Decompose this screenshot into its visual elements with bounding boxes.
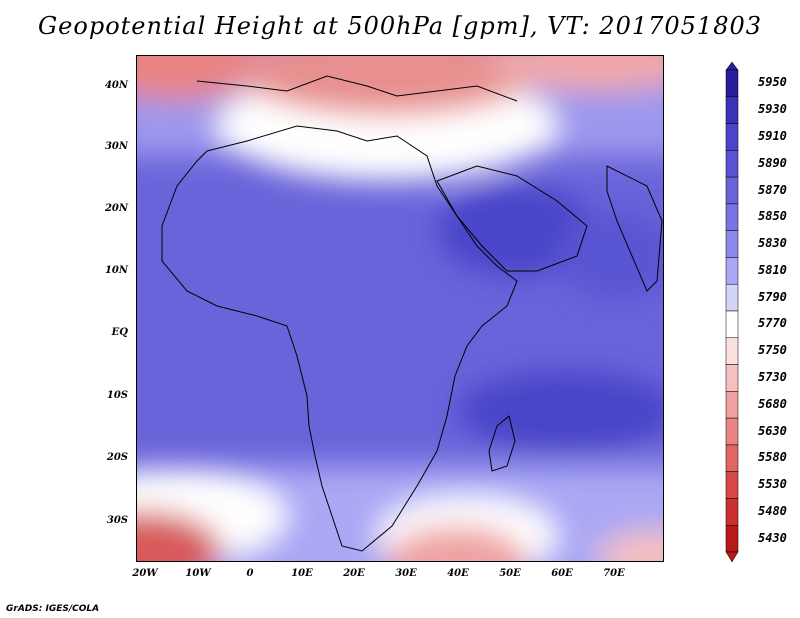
map-plot-area [136,55,664,562]
colorbar-level-label: 5910 [758,128,787,143]
colorbar-swatch [725,96,739,124]
colorbar-level-label: 5680 [758,396,787,411]
colorbar-swatches [725,61,739,563]
colorbar-swatch [725,150,739,178]
colorbar-level-label: 5730 [758,369,787,384]
lon-label-30e: 30E [395,568,417,579]
field-se-red [597,531,663,561]
colorbar-swatch [725,417,739,446]
lat-label-10n: 10N [104,265,128,276]
colorbar-level-label: 5890 [758,155,787,170]
lon-label-0: 0 [246,568,254,579]
colorbar-level-label: 5950 [758,75,787,90]
field-arabia-dark [437,186,597,276]
madagascar-coastline [488,415,516,472]
colorbar-level-label: 5870 [758,182,787,197]
africa-coastline [161,125,518,552]
lat-label-20n: 20N [104,203,128,214]
field-so-dark [457,371,663,451]
field-ne-red [487,56,663,91]
arabia-coastline [436,165,588,272]
colorbar-level-label: 5830 [758,236,787,251]
colorbar-bottom-arrow [725,551,739,563]
colorbar-swatch [725,310,739,339]
map-title: Geopotential Height at 500hPa [gpm], VT:… [38,12,762,40]
colorbar-level-label: 5430 [758,530,787,545]
colorbar-swatch [725,391,739,419]
lat-label-eq: EQ [111,327,128,338]
colorbar-swatch [725,283,739,312]
colorbar-swatch [725,364,739,392]
field-s-red [387,526,527,561]
field-nw-red [137,56,267,101]
colorbar-swatch [725,203,739,231]
lon-label-50e: 50E [499,568,521,579]
colorbar-level-label: 5750 [758,343,787,358]
lon-label-20e: 20E [343,568,365,579]
lon-label-10e: 10E [291,568,313,579]
colorbar-swatch [725,257,739,285]
colorbar-swatch [725,498,739,526]
field-n-red [237,56,537,116]
lat-label-20s: 20S [106,452,128,463]
lat-label-30s: 30S [106,515,128,526]
colorbar-level-label: 5810 [758,262,787,277]
colorbar-swatch [725,123,739,151]
colorbar-top-arrow [725,61,739,71]
lat-label-30n: 30N [104,141,128,152]
lon-label-10w: 10W [185,568,211,579]
lon-label-70e: 70E [603,568,625,579]
field-sw-red [137,511,222,561]
colorbar-level-label: 5850 [758,209,787,224]
india-coastline [606,165,663,292]
colorbar-swatch [725,230,739,258]
colorbar-level-label: 5530 [758,477,787,492]
coastlines [161,75,663,552]
colorbar-swatch [725,176,739,205]
colorbar-swatch [725,444,739,472]
colorbar-level-label: 5580 [758,450,787,465]
colorbar-swatch [725,69,739,98]
mediterranean-coast [196,75,518,102]
colorbar-level-label: 5790 [758,289,787,304]
lat-label-10s: 10S [106,390,128,401]
field-indian-dark [557,211,663,301]
colorbar-level-label: 5480 [758,503,787,518]
colorbar-level-label: 5630 [758,423,787,438]
credit-text: GrADS: IGES/COLA [6,604,100,614]
colorbar-swatch [725,337,739,365]
lon-label-60e: 60E [551,568,573,579]
colorbar-swatch [725,471,739,499]
colorbar-swatch [725,524,739,553]
lon-label-40e: 40E [447,568,469,579]
colorbar-level-label: 5770 [758,316,787,331]
lat-label-40n: 40N [104,80,128,91]
colorbar-level-label: 5930 [758,102,787,117]
lon-label-20w: 20W [132,568,158,579]
colorbar [720,61,800,563]
